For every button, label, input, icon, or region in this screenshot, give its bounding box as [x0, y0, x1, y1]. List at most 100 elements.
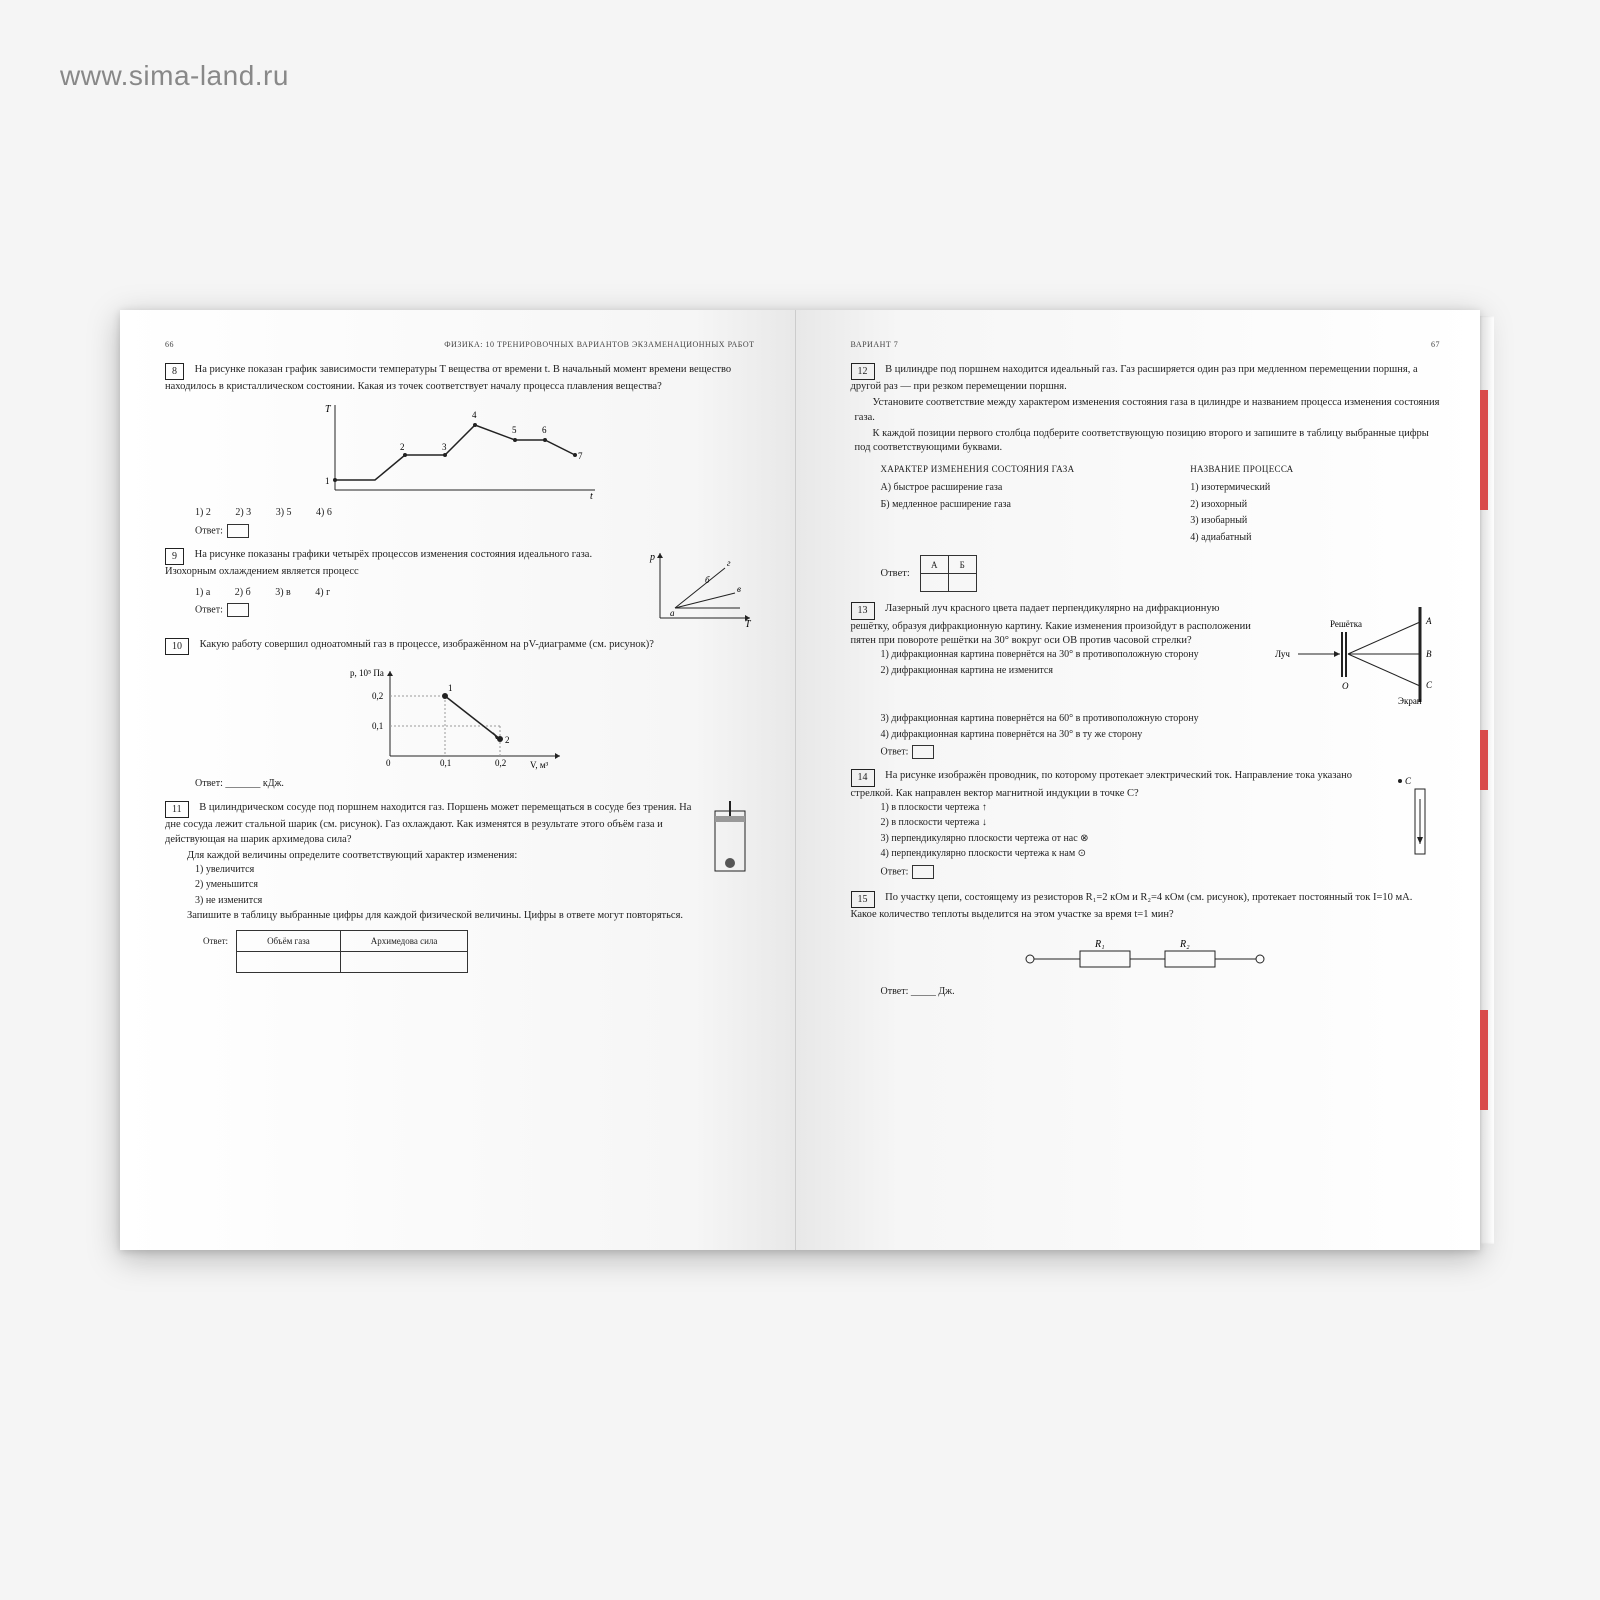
svg-text:Луч: Луч [1275, 649, 1290, 659]
task-11: 11 В цилиндрическом сосуде под поршнем н… [165, 801, 755, 973]
task-number: 8 [165, 363, 184, 381]
task-text: В цилиндрическом сосуде под поршнем нахо… [165, 802, 691, 845]
svg-text:4: 4 [472, 410, 477, 420]
svg-text:7: 7 [578, 451, 583, 461]
svg-text:в: в [737, 584, 741, 594]
task-number: 13 [851, 602, 875, 620]
opt: 4) перпендикулярно плоскости чертежа к н… [881, 847, 1441, 861]
opt: 1) 2 [195, 507, 211, 518]
task-number: 11 [165, 801, 189, 819]
red-tab [1480, 1010, 1488, 1110]
task-text-2: Установите соответствие между характером… [851, 396, 1441, 424]
task-text-3: К каждой позиции первого столбца подбери… [851, 427, 1441, 455]
svg-text:5: 5 [512, 425, 517, 435]
opt: 4) 6 [316, 507, 332, 518]
answer-box [227, 603, 249, 617]
page-number-right: 67 [1431, 340, 1440, 351]
answer-box [912, 865, 934, 879]
running-head-right: ВАРИАНТ 7 [851, 340, 899, 351]
svg-text:Экран: Экран [1398, 696, 1422, 706]
conductor-figure: C [1385, 769, 1440, 864]
svg-text:1: 1 [448, 683, 453, 693]
svg-text:0,2: 0,2 [495, 758, 506, 768]
opt: 1) в плоскости чертежа ↑ [881, 801, 1441, 815]
task-text: На рисунке показаны графики четырёх проц… [165, 549, 592, 578]
answer-label: Ответ: [195, 930, 237, 951]
red-tab [1480, 730, 1488, 790]
page-right: ВАРИАНТ 7 67 12 В цилиндре под поршнем н… [796, 310, 1481, 1250]
svg-text:C: C [1405, 776, 1412, 786]
diffraction-figure: Луч Решётка O A B C Экран [1270, 602, 1440, 712]
task-text: По участку цепи, состоящему из резисторо… [851, 892, 1413, 921]
svg-text:0: 0 [386, 758, 391, 768]
svg-text:B: B [1426, 649, 1432, 659]
task-text: Лазерный луч красного цвета падает перпе… [851, 603, 1251, 646]
svg-text:г: г [727, 558, 731, 568]
chart-pv: p, 10⁵ Па V, м³ 0,2 0,1 0 0,1 0,2 1 2 [350, 661, 570, 771]
answer-box [227, 524, 249, 538]
task-15: 15 По участку цепи, состоящему из резист… [851, 891, 1441, 998]
page-left: 66 ФИЗИКА: 10 ТРЕНИРОВОЧНЫХ ВАРИАНТОВ ЭК… [120, 310, 796, 1250]
opt: 2) в плоскости чертежа ↓ [881, 816, 1441, 830]
task-text-3: Запишите в таблицу выбранные цифры для к… [165, 909, 755, 923]
col-head: Архимедова сила [340, 930, 468, 951]
svg-text:R₁: R₁ [1094, 939, 1105, 950]
col-item: 2) изохорный [1190, 498, 1440, 512]
chart-pt: p T г б в а [645, 548, 755, 628]
svg-text:A: A [1425, 616, 1432, 626]
svg-text:0,2: 0,2 [372, 691, 383, 701]
svg-text:T: T [745, 619, 752, 628]
running-head-left: ФИЗИКА: 10 ТРЕНИРОВОЧНЫХ ВАРИАНТОВ ЭКЗАМ… [444, 340, 754, 351]
col-head: Объём газа [237, 930, 341, 951]
svg-text:T: T [325, 404, 332, 415]
svg-text:0,1: 0,1 [440, 758, 451, 768]
svg-text:3: 3 [442, 442, 447, 452]
task-number: 12 [851, 363, 875, 381]
col-item: 4) адиабатный [1190, 531, 1440, 545]
opt: 4) дифракционная картина повернётся на 3… [881, 728, 1441, 742]
svg-text:C: C [1426, 680, 1433, 690]
opt: 4) г [315, 587, 330, 598]
page-number-left: 66 [165, 340, 174, 351]
svg-text:а: а [670, 608, 675, 618]
opt: 3) не изменится [195, 894, 755, 908]
opt: 3) в [275, 587, 291, 598]
col-item: 3) изобарный [1190, 514, 1440, 528]
task-text-2: Для каждой величины определите соответст… [165, 849, 755, 863]
circuit-figure: R₁ R₂ [1015, 929, 1275, 979]
svg-text:R₂: R₂ [1179, 939, 1190, 950]
red-tab [1480, 390, 1488, 510]
answer-label: Ответ: [881, 567, 910, 581]
opt: 3) дифракционная картина повернётся на 6… [881, 712, 1441, 726]
chart-temperature: 1 2 3 4 5 6 7 t T [315, 400, 605, 500]
task-number: 10 [165, 638, 189, 656]
svg-text:1: 1 [325, 476, 330, 486]
opt: 2) 3 [235, 507, 251, 518]
col-item: А) быстрое расширение газа [881, 481, 1131, 495]
task-text: На рисунке показан график зависимости те… [165, 364, 731, 393]
task-8: 8 На рисунке показан график зависимости … [165, 363, 755, 538]
task-12: 12 В цилиндре под поршнем находится идеа… [851, 363, 1441, 593]
svg-text:p: p [649, 552, 655, 563]
task-10: 10 Какую работу совершил одноатомный газ… [165, 638, 755, 791]
task-text: На рисунке изображён проводник, по котор… [851, 770, 1353, 799]
col-head-right: НАЗВАНИЕ ПРОЦЕССА [1190, 463, 1440, 475]
answer-label: Ответ: _____ Дж. [881, 985, 1441, 999]
col-head-left: ХАРАКТЕР ИЗМЕНЕНИЯ СОСТОЯНИЯ ГАЗА [881, 463, 1131, 475]
answer-label: Ответ: [195, 525, 223, 536]
svg-text:p, 10⁵ Па: p, 10⁵ Па [350, 668, 384, 678]
svg-text:t: t [590, 491, 593, 500]
answer-label: Ответ: [881, 747, 909, 758]
svg-text:б: б [705, 575, 710, 585]
svg-text:0,1: 0,1 [372, 721, 383, 731]
task-text: В цилиндре под поршнем находится идеальн… [851, 364, 1418, 393]
task-number: 9 [165, 548, 184, 566]
ab-table: АБ [920, 555, 977, 592]
svg-text:Решётка: Решётка [1330, 619, 1362, 629]
opt: 2) б [235, 587, 251, 598]
open-book: 66 ФИЗИКА: 10 ТРЕНИРОВОЧНЫХ ВАРИАНТОВ ЭК… [120, 310, 1480, 1250]
col-item: 1) изотермический [1190, 481, 1440, 495]
task-9: p T г б в а 9 На рисунке показаны график… [165, 548, 755, 628]
svg-text:O: O [1342, 681, 1349, 691]
opt: 3) 5 [276, 507, 292, 518]
